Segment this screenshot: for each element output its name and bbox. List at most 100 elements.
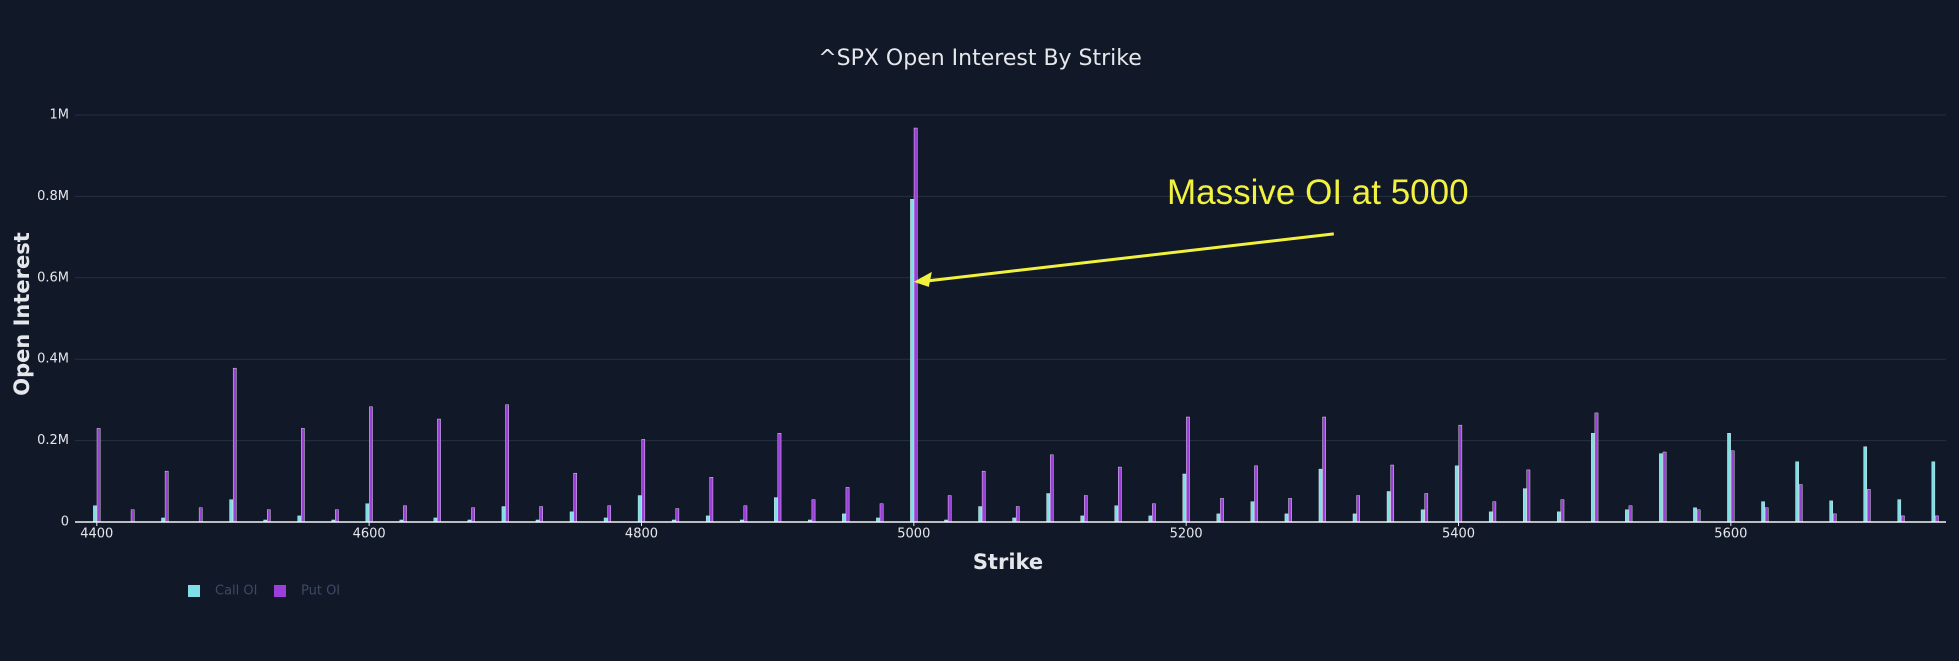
bar [1693, 507, 1697, 523]
bar [198, 507, 203, 523]
bar [505, 404, 509, 523]
bar [1356, 495, 1360, 523]
bar [267, 509, 271, 523]
bar [1424, 493, 1429, 523]
bar [1458, 424, 1463, 523]
bar [1114, 505, 1119, 523]
y-tick-label: 0.8M [37, 189, 69, 204]
bar [1492, 501, 1497, 523]
bar [569, 511, 574, 523]
bar [130, 509, 135, 523]
legend-label[interactable]: Put OI [301, 584, 340, 599]
x-axis-label: Strike [973, 550, 1043, 574]
bar [1250, 501, 1255, 523]
bar [335, 509, 339, 523]
y-tick-label: 0.4M [37, 352, 69, 367]
x-tick-label: 5400 [1442, 527, 1475, 542]
annotation-arrow [927, 232, 1334, 283]
x-tick-label: 5600 [1714, 527, 1747, 542]
bar [978, 506, 982, 523]
bar [842, 513, 846, 523]
bar [1220, 498, 1224, 523]
bar [1084, 495, 1088, 523]
legend-label[interactable]: Call OI [215, 584, 257, 599]
bar [539, 506, 543, 523]
bar [301, 428, 305, 523]
x-tick-label: 5000 [897, 527, 930, 542]
x-tick-label: 4600 [353, 527, 386, 542]
bar [1557, 511, 1561, 523]
bar [369, 406, 373, 523]
bar [1522, 488, 1527, 523]
bar [1216, 513, 1221, 523]
bar [1628, 505, 1633, 523]
bar [1488, 511, 1493, 523]
bar [437, 418, 441, 523]
bar [675, 508, 680, 523]
bar [879, 503, 884, 523]
bar [743, 505, 748, 523]
bar [981, 470, 986, 523]
bar [1829, 500, 1833, 523]
bar [573, 472, 577, 523]
bar [1118, 466, 1122, 523]
bar [1897, 499, 1902, 523]
bar [1662, 451, 1667, 523]
bar [1318, 468, 1323, 523]
bar [641, 439, 646, 523]
y-tick-label: 0 [61, 515, 69, 530]
bar [1761, 501, 1765, 523]
bar [1420, 509, 1425, 523]
bar [1352, 513, 1357, 523]
bar [1730, 450, 1735, 523]
bar [403, 505, 407, 523]
bar [811, 499, 816, 523]
bar [1795, 461, 1799, 523]
bar [1454, 465, 1459, 523]
bar [1152, 503, 1156, 523]
bar [1386, 491, 1391, 523]
bar [1049, 454, 1054, 523]
bar [1284, 513, 1289, 523]
y-tick-label: 0.2M [37, 433, 69, 448]
bar [774, 497, 778, 523]
legend-swatch[interactable] [274, 585, 286, 597]
bar [1591, 433, 1595, 523]
annotation-text: Massive OI at 5000 [1167, 173, 1469, 212]
bar [1625, 509, 1629, 523]
y-tick-label: 1M [50, 108, 70, 123]
x-tick-label: 5200 [1170, 527, 1203, 542]
bar [709, 477, 714, 523]
bar [96, 428, 101, 523]
y-tick-label: 0.6M [37, 270, 69, 285]
bar [1867, 489, 1871, 523]
bar [501, 506, 506, 523]
bar [471, 507, 475, 523]
bar [1832, 513, 1837, 523]
bar [232, 367, 237, 523]
bar [164, 470, 169, 523]
bar [1186, 416, 1190, 523]
annotation-arrowhead [913, 271, 932, 287]
bar [913, 127, 918, 523]
bar [910, 199, 914, 523]
y-axis-label: Open Interest [10, 232, 34, 396]
bar [1863, 446, 1868, 523]
bar [1798, 484, 1803, 523]
bar [1696, 509, 1701, 523]
bar [229, 499, 233, 523]
bar [1015, 506, 1020, 523]
bar [1322, 416, 1326, 523]
bar [1526, 469, 1531, 523]
bar [705, 515, 710, 523]
bar [1764, 507, 1769, 523]
bar [365, 503, 370, 523]
bar [297, 515, 302, 523]
bar [1935, 515, 1939, 523]
chart-title: ^SPX Open Interest By Strike [818, 46, 1142, 71]
bar [1727, 433, 1731, 523]
legend-swatch[interactable] [188, 585, 200, 597]
bar [1182, 473, 1187, 523]
